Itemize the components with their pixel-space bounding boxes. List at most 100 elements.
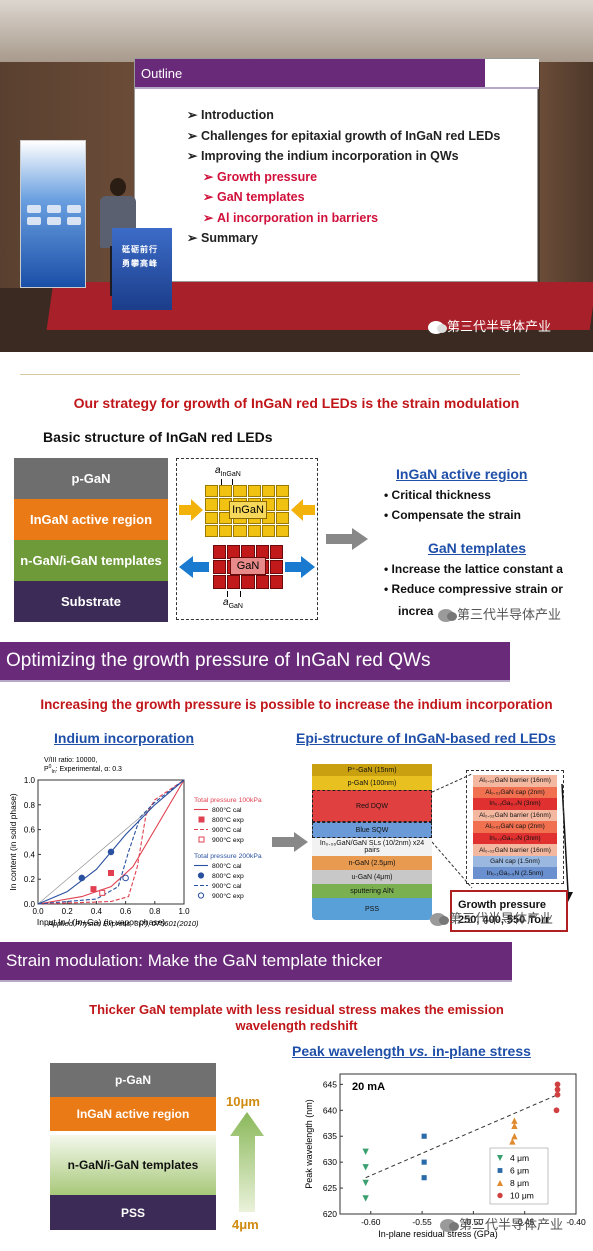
banner-logo xyxy=(27,205,41,213)
y-tick-label: 640 xyxy=(323,1105,337,1115)
chart-citation: Applied Physics Express, 3(7), 075601(20… xyxy=(47,919,199,928)
epi-layer: u-GaN (4μm) xyxy=(312,870,432,884)
data-point xyxy=(107,848,115,856)
y-tick-label: 0.4 xyxy=(24,850,36,859)
lattice-constant-label: aInGaN xyxy=(215,465,241,478)
plot-frame xyxy=(37,779,185,905)
bullet-item: • Critical thickness xyxy=(384,488,491,502)
data-point xyxy=(421,1159,427,1165)
layer-3: PSS xyxy=(50,1195,216,1230)
watermark: 第三代半导体产业 xyxy=(440,1214,563,1233)
bullet-item: • Reduce compressive strain or xyxy=(384,582,563,596)
lattice-cell xyxy=(275,524,289,537)
indium-incorporation-chart: V/III ratio: 10000,P0In: Experimental, α… xyxy=(8,757,262,928)
legend-label: 900°C exp xyxy=(212,892,244,900)
bullet-arrow-icon: ➢ xyxy=(187,149,198,163)
banner-logo xyxy=(67,217,81,225)
data-point xyxy=(497,1155,503,1161)
lattice-cell xyxy=(261,524,275,537)
series-line xyxy=(37,779,185,905)
lattice-cell xyxy=(275,511,289,524)
y-tick-label: 625 xyxy=(323,1183,337,1193)
thickness-arrow-icon xyxy=(230,1112,264,1212)
x-tick-label: -0.45 xyxy=(515,1217,535,1227)
data-point xyxy=(362,1179,369,1187)
x-tick-label: -0.55 xyxy=(412,1217,432,1227)
data-point xyxy=(511,1117,518,1124)
qw-layer: In₀.₃Ga₀.₇N (3nm) xyxy=(473,798,557,810)
lattice-cell xyxy=(213,575,227,589)
epi-layer: Blue SQW xyxy=(312,822,432,838)
wechat-icon xyxy=(440,1219,459,1233)
data-point xyxy=(78,874,86,882)
epi-title: Epi-structure of InGaN-based red LEDs xyxy=(296,730,556,746)
qw-layer: Al₀.₀₁GaN cap (2nm) xyxy=(473,786,557,799)
slide-subheading: Basic structure of InGaN red LEDs xyxy=(43,429,273,445)
epi-layer: sputtering AlN xyxy=(312,884,432,898)
data-point xyxy=(497,1180,503,1186)
data-point xyxy=(554,1091,561,1098)
x-tick-label: 0.2 xyxy=(62,907,74,916)
layer-stack: p-GaN InGaN active region n-GaN/i-GaN temp… xyxy=(50,1063,216,1230)
x-tick-label: 0.0 xyxy=(32,907,44,916)
y-tick-label: 630 xyxy=(323,1157,337,1167)
qw-layer: Al₀.₀₂GaN barrier (16nm) xyxy=(473,775,557,787)
slide-heading: Increasing the growth pressure is possib… xyxy=(40,697,553,712)
growth-pressure-slide: Optimizing the growth pressure of InGaN … xyxy=(0,642,593,942)
x-tick-label: -0.40 xyxy=(566,1217,586,1227)
banner-logo xyxy=(47,205,61,213)
layer-2: n-GaN/i-GaN templates xyxy=(50,1135,216,1195)
qw-detail-layers: Al₀.₀₂GaN barrier (16nm) Al₀.₀₁GaN cap (2… xyxy=(473,775,557,879)
x-tick-label: 0.4 xyxy=(91,907,103,916)
legend-group-title: Total pressure 100kPa xyxy=(194,797,262,804)
epi-layer: n-GaN (2.5μm) xyxy=(312,856,432,870)
compress-arrow-left-icon xyxy=(179,499,203,521)
slide-heading-line-1: Thicker GaN template with less residual … xyxy=(89,1002,504,1017)
banner-logo xyxy=(67,205,81,213)
legend-label: 900°C cal xyxy=(212,826,242,834)
epi-layer: In₀.₀₆GaN/GaN SLs (10/2nm) x24 pairs xyxy=(312,838,432,856)
data-point xyxy=(554,1086,561,1093)
outline-item: ➢ Growth pressure xyxy=(203,169,318,184)
banner-logo xyxy=(47,217,61,225)
data-point xyxy=(90,886,97,893)
y-tick-label: 645 xyxy=(323,1079,337,1089)
lattice-cell xyxy=(233,485,247,498)
legend-label: 6 μm xyxy=(510,1166,529,1176)
y-tick-label: 620 xyxy=(323,1209,337,1219)
lattice-cell xyxy=(247,524,261,537)
lattice-cell xyxy=(227,575,241,589)
detail-box xyxy=(466,770,564,884)
strain-strategy-slide: Our strategy for growth of InGaN red LED… xyxy=(0,352,593,642)
y-tick-label: 0.8 xyxy=(24,801,36,810)
data-point xyxy=(509,1138,516,1145)
slide-header: Optimizing the growth pressure of InGaN … xyxy=(0,642,510,680)
data-point xyxy=(99,889,106,896)
qw-layer: GaN cap (1.5nm) xyxy=(473,855,557,868)
epi-structure: P⁺-GaN (15nm) p-GaN (100nm) Red DQW Blue SQ… xyxy=(312,764,432,924)
x-axis-label: Input In / (In+Ga) (in vapor phase) xyxy=(37,917,165,927)
lattice-cell xyxy=(255,575,269,589)
qw-layer: In₀.₁Ga₀.₉N (2.5nm) xyxy=(473,867,557,879)
layer-0: p-GaN xyxy=(50,1063,216,1097)
slide-heading-line-2: wavelength redshift xyxy=(235,1018,358,1033)
podium-text: 勇攀高峰 xyxy=(122,259,158,268)
qw-layer: Al₀.₀₁GaN cap (2nm) xyxy=(473,821,557,833)
chart-annotation: P0In: Experimental, α: 0.3 xyxy=(44,764,122,775)
compress-arrow-right-icon xyxy=(291,499,315,521)
lattice-cell xyxy=(205,498,219,511)
series-line xyxy=(37,779,185,905)
data-point xyxy=(497,1168,503,1173)
legend-label: 800°C cal xyxy=(212,806,242,814)
x-tick-label: 1.0 xyxy=(178,907,190,916)
lattice-cell xyxy=(205,485,219,498)
zoom-line xyxy=(432,773,473,793)
active-region-title: InGaN active region xyxy=(396,466,528,482)
epi-layer: PSS xyxy=(312,898,432,920)
legend-label: 8 μm xyxy=(510,1178,529,1188)
lattice-cell xyxy=(213,560,227,574)
data-point xyxy=(511,1122,518,1130)
wechat-icon xyxy=(430,913,449,927)
outline-item: ➢ Challenges for epitaxial growth of InGa… xyxy=(187,128,501,143)
layer-2: n-GaN/i-GaN templates xyxy=(14,540,168,581)
